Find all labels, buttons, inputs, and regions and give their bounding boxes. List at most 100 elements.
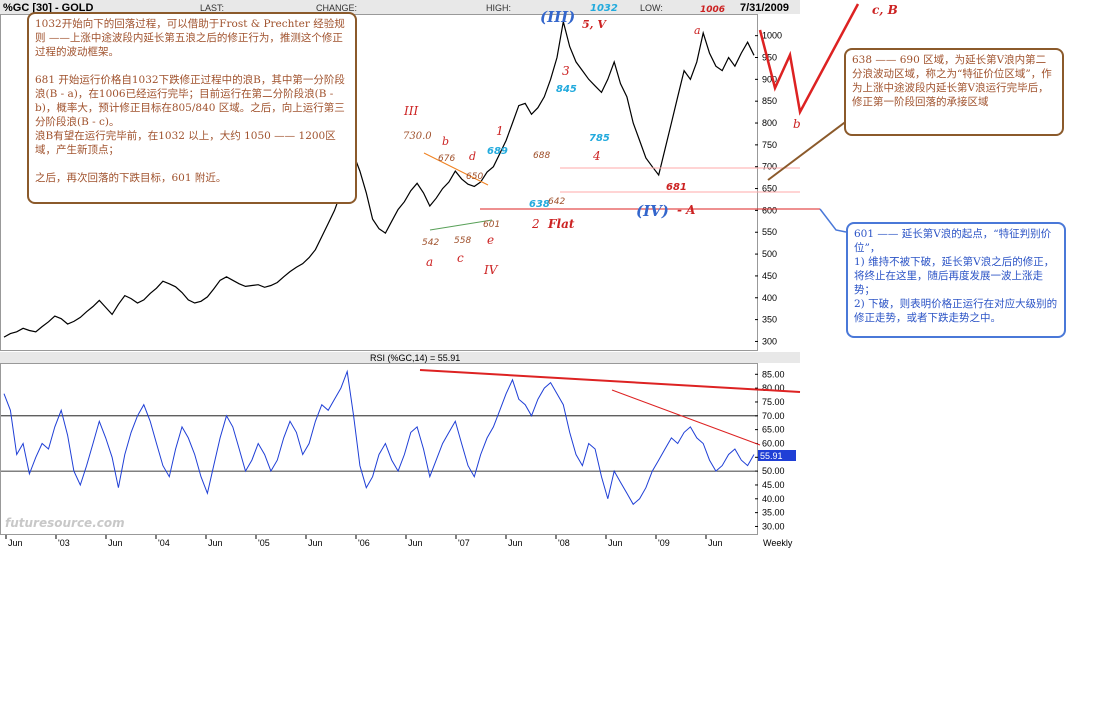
wave-label-a-low: a (426, 255, 433, 269)
rsi-value-tag-text: 55.91 (760, 451, 783, 461)
time-tick-label: Jun (8, 538, 23, 548)
rsi-line (3, 369, 755, 506)
price-tick-label: 750 (762, 140, 777, 150)
rsi-series (3, 369, 755, 506)
date-label: 7/31/2009 (740, 2, 789, 14)
price-tick-label: 650 (762, 184, 777, 194)
wave-label-III-minor: III (403, 104, 418, 118)
price-tick-label: 350 (762, 315, 777, 325)
price-tick-label: 800 (762, 118, 777, 128)
wave-label-4: 4 (592, 149, 601, 163)
price-label-1032: 1032 (590, 3, 618, 14)
time-tick-label: Jun (108, 538, 123, 548)
price-label-1006: 1006 (700, 5, 725, 15)
wave-label-III-major: (III) (540, 8, 575, 26)
rsi-tick-label: 50.00 (762, 466, 785, 476)
price-tick-label: 900 (762, 74, 777, 84)
price-label-676: 676 (438, 154, 455, 164)
price-line (3, 21, 755, 338)
rsi-reference-lines (1, 415, 757, 472)
wave-label-a-top: a (694, 24, 701, 37)
price-tick-label: 400 (762, 293, 777, 303)
wave-label-IV-minor: IV (483, 263, 499, 277)
price-y-axis: 300 350 400 450 500 550 600 650 700 750 800 850 900 9… (755, 31, 782, 346)
high-label: HIGH: (486, 3, 511, 13)
time-tick-label: Jun (508, 538, 523, 548)
time-axis-bar (0, 535, 800, 549)
rsi-tick-label: 40.00 (762, 494, 785, 504)
time-tick-label: Jun (308, 538, 323, 548)
rsi-panel-frame (0, 363, 758, 535)
rsi-tick-label: 75.00 (762, 397, 785, 407)
projection-path (758, 3, 860, 116)
time-tick-label: '03 (58, 538, 70, 548)
last-label: LAST: (200, 3, 224, 13)
price-tick-label: 600 (762, 205, 777, 215)
wave-label-flat: Flat (547, 217, 575, 231)
price-label-845: 845 (556, 84, 577, 95)
rsi-trendline-long (419, 369, 801, 393)
price-series (3, 21, 755, 338)
wave-label-5V: 5, V (582, 18, 607, 31)
time-tick-label: Jun (608, 538, 623, 548)
triangle-upper-line (423, 152, 489, 186)
rsi-tick-label: 35.00 (762, 508, 785, 518)
wave-label-IV-major: (IV) (636, 202, 669, 220)
note-right-pointer (767, 119, 849, 181)
price-label-689: 689 (487, 146, 508, 157)
watermark: futuresource.com (5, 516, 125, 530)
rsi-trendline-short (611, 389, 761, 446)
wave-label-1: 1 (496, 124, 504, 138)
wave-label-A: - A (677, 203, 695, 217)
wave-label-c: c (457, 251, 464, 265)
price-label-688: 688 (533, 151, 550, 161)
header-bar (0, 0, 800, 14)
price-label-558: 558 (454, 236, 471, 246)
rsi-tick-label: 30.00 (762, 521, 785, 531)
time-tick-label: '08 (558, 538, 570, 548)
price-label-642: 642 (548, 197, 565, 207)
time-axis-weekly-label: Weekly (763, 538, 793, 548)
time-tick-label: Jun (708, 538, 723, 548)
change-label: CHANGE: (316, 3, 357, 13)
rsi-header: RSI (%GC,14) = 55.91 (370, 353, 460, 363)
rsi-tick-label: 60.00 (762, 438, 785, 448)
rsi-tick-label: 65.00 (762, 425, 785, 435)
wave-annotations: (III) 5, V 1032 a 1006 c, B b III 730.0 … (403, 3, 898, 277)
analysis-note-main: 1032开始向下的回落过程，可以借助于Frost & Prechter 经验规则… (27, 12, 357, 204)
analysis-note-right: 638 —— 690 区域，为延长第V浪内第二分浪波动区域，称之为“特征价位区域… (844, 48, 1064, 136)
rsi-tick-label: 85.00 (762, 369, 785, 379)
price-label-681: 681 (666, 182, 687, 193)
wave-label-b: b (442, 135, 449, 148)
price-tick-label: 850 (762, 96, 777, 106)
time-tick-label: '06 (358, 538, 370, 548)
time-tick-label: Jun (408, 538, 423, 548)
price-label-650: 650 (466, 172, 483, 182)
price-panel-frame (0, 14, 758, 351)
price-tick-label: 550 (762, 227, 777, 237)
symbol-label: %GC [30] - GOLD (3, 2, 94, 14)
time-axis: Jun '03 Jun '04 Jun '05 Jun '06 Jun '07 Jun '08 Jun '… (5, 535, 723, 548)
analysis-note-601: 601 —— 延长第V浪的起点，“特征判别价位”， 1) 维持不被下破，延长第V… (846, 222, 1066, 338)
note-blue-pointer (819, 208, 847, 233)
price-tick-label: 300 (762, 336, 777, 346)
rsi-tick-label: 45.00 (762, 480, 785, 490)
rsi-tick-label: 80.00 (762, 383, 785, 393)
wave-label-3: 3 (562, 64, 570, 78)
price-tick-label: 1000 (762, 31, 782, 41)
triangle-lower-line (429, 219, 493, 231)
time-tick-label: '07 (458, 538, 470, 548)
wave-label-2: 2 (531, 217, 540, 231)
price-tick-label: 950 (762, 53, 777, 63)
price-label-638: 638 (529, 199, 550, 210)
wave-label-e: e (487, 233, 494, 247)
rsi-header-bar (0, 352, 800, 363)
wave-label-b-projected: b (793, 117, 801, 131)
low-label: LOW: (640, 3, 663, 13)
time-tick-label: '05 (258, 538, 270, 548)
price-label-601: 601 (483, 220, 500, 230)
price-tick-label: 500 (762, 249, 777, 259)
price-label-785: 785 (589, 133, 610, 144)
price-tick-label: 450 (762, 271, 777, 281)
